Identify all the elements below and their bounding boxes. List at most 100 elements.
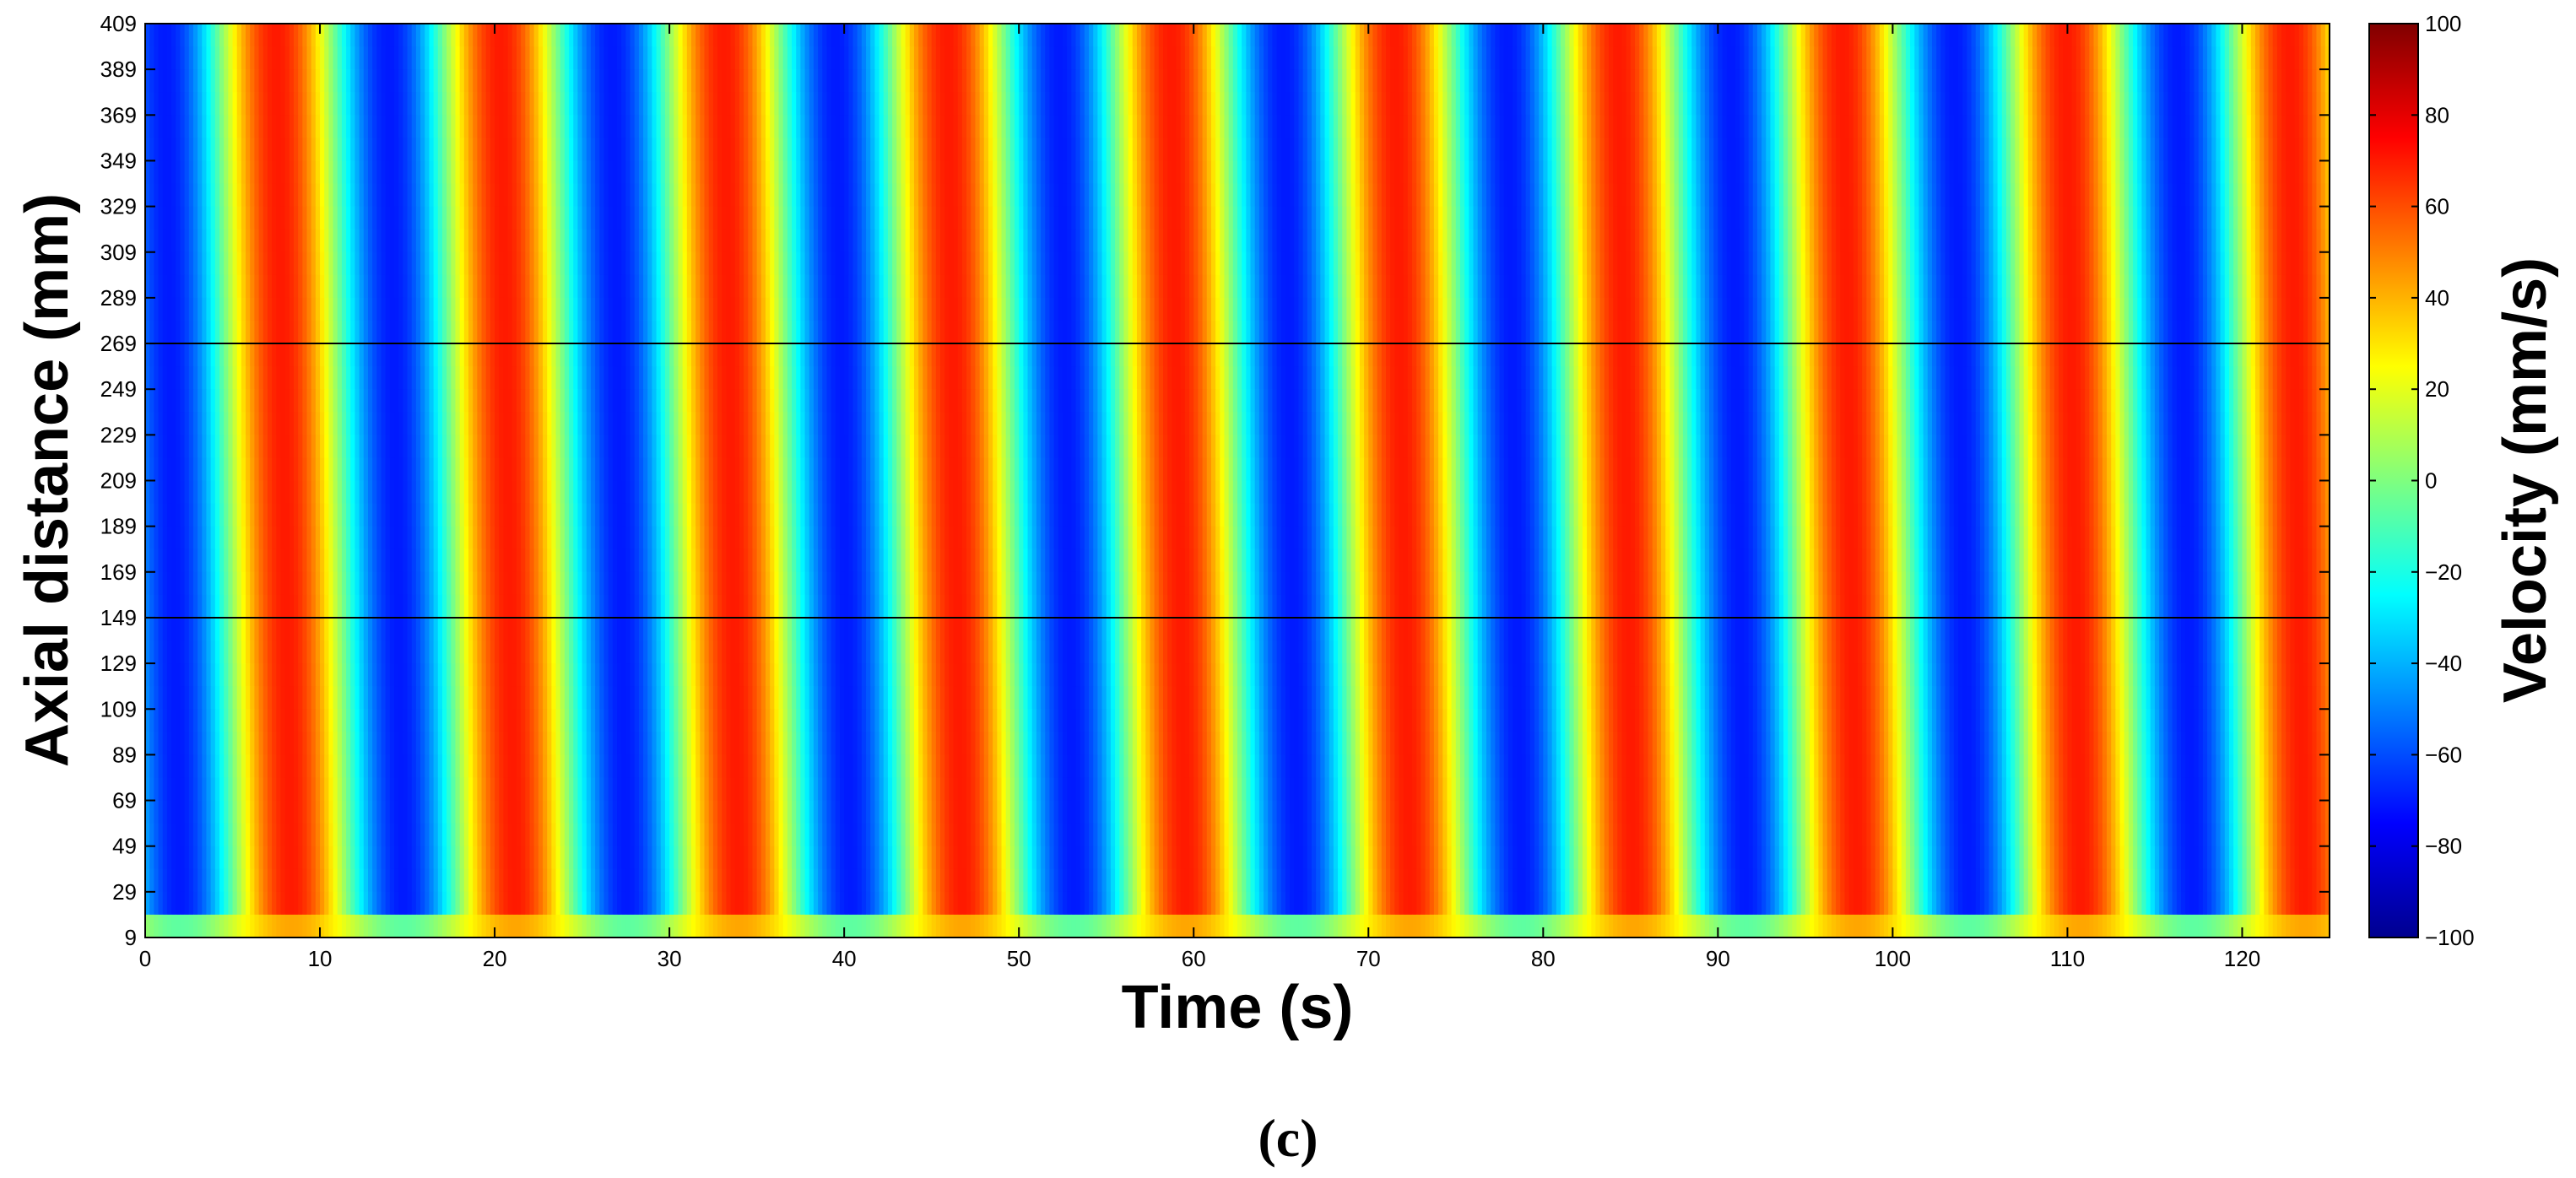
heatmap-cell xyxy=(425,46,430,70)
heatmap-cell xyxy=(1906,24,1911,47)
heatmap-cell xyxy=(1918,69,1924,93)
heatmap-cell xyxy=(635,184,640,208)
heatmap-cell xyxy=(1500,230,1505,253)
heatmap-cell xyxy=(2076,24,2081,47)
heatmap-cell xyxy=(1687,115,1692,138)
heatmap-cell xyxy=(1569,230,1574,253)
heatmap-cell xyxy=(1691,160,1697,184)
heatmap-cell xyxy=(1862,115,1867,138)
heatmap-cell xyxy=(779,207,784,230)
heatmap-cell xyxy=(884,207,889,230)
heatmap-cell xyxy=(787,46,793,70)
heatmap-cell xyxy=(2264,69,2269,93)
heatmap-cell xyxy=(434,207,439,230)
heatmap-cell xyxy=(1141,69,1146,93)
heatmap-cell xyxy=(2046,24,2051,47)
heatmap-cell xyxy=(412,184,417,208)
heatmap-cell xyxy=(1648,207,1653,230)
heatmap-cell xyxy=(456,115,461,138)
heatmap-cell xyxy=(997,92,1002,116)
heatmap-cell xyxy=(582,69,587,93)
heatmap-cell xyxy=(779,138,784,161)
heatmap-cell xyxy=(219,69,225,93)
heatmap-cell xyxy=(2151,184,2156,208)
heatmap-cell xyxy=(1019,69,1024,93)
heatmap-cell xyxy=(1215,69,1220,93)
heatmap-cell xyxy=(2137,69,2142,93)
heatmap-cell xyxy=(1823,230,1828,253)
heatmap-cell xyxy=(1818,207,1823,230)
heatmap-cell xyxy=(1862,207,1867,230)
heatmap-cell xyxy=(2133,207,2138,230)
heatmap-cell xyxy=(412,115,417,138)
heatmap-cell xyxy=(678,160,683,184)
heatmap-cell xyxy=(2303,184,2308,208)
heatmap-cell xyxy=(1687,92,1692,116)
heatmap-cell xyxy=(1360,230,1365,253)
heatmap-cell xyxy=(2037,184,2042,208)
heatmap-cell xyxy=(1976,115,1981,138)
heatmap-cell xyxy=(2163,160,2168,184)
heatmap-cell xyxy=(844,184,849,208)
heatmap-cell xyxy=(1504,138,1509,161)
heatmap-cell xyxy=(874,24,879,47)
heatmap-cell xyxy=(1683,160,1688,184)
heatmap-cell xyxy=(254,207,259,230)
heatmap-cell xyxy=(573,92,578,116)
heatmap-cell xyxy=(1854,160,1859,184)
heatmap-cell xyxy=(1128,230,1134,253)
heatmap-cell xyxy=(1740,207,1745,230)
heatmap-cell xyxy=(1063,160,1068,184)
heatmap-cell xyxy=(1229,160,1234,184)
heatmap-cell xyxy=(800,230,805,253)
heatmap-cell xyxy=(565,69,570,93)
heatmap-cell xyxy=(320,184,325,208)
heatmap-cell xyxy=(2255,207,2260,230)
heatmap-cell xyxy=(2233,24,2238,47)
heatmap-cell xyxy=(360,92,365,116)
heatmap-cell xyxy=(695,230,701,253)
heatmap-cell xyxy=(2242,184,2247,208)
heatmap-cell xyxy=(1360,138,1365,161)
heatmap-cell xyxy=(1840,207,1845,230)
heatmap-cell xyxy=(587,230,592,253)
heatmap-cell xyxy=(1416,46,1421,70)
heatmap-cell xyxy=(2024,115,2029,138)
heatmap-cell xyxy=(2102,92,2108,116)
heatmap-cell xyxy=(1513,184,1518,208)
heatmap-cell xyxy=(2063,160,2068,184)
heatmap-cell xyxy=(311,69,317,93)
heatmap-cell xyxy=(560,115,566,138)
heatmap-cell xyxy=(936,207,941,230)
heatmap-cell xyxy=(966,207,971,230)
heatmap-cell xyxy=(1259,115,1264,138)
heatmap-cell xyxy=(2098,115,2103,138)
heatmap-cell xyxy=(2255,230,2260,253)
heatmap-cell xyxy=(1735,160,1740,184)
heatmap-cell xyxy=(1810,138,1815,161)
heatmap-cell xyxy=(1251,138,1256,161)
heatmap-cell xyxy=(1984,24,1989,47)
heatmap-cell xyxy=(565,24,570,47)
heatmap-cell xyxy=(1727,24,1732,47)
heatmap-cell xyxy=(254,115,259,138)
heatmap-cell xyxy=(1504,115,1509,138)
heatmap-cell xyxy=(1211,115,1216,138)
heatmap-cell xyxy=(565,138,570,161)
heatmap-cell xyxy=(2124,230,2130,253)
heatmap-cell xyxy=(1605,115,1610,138)
heatmap-cell xyxy=(1386,160,1391,184)
heatmap-cell xyxy=(2167,24,2173,47)
heatmap-cell xyxy=(556,160,561,184)
heatmap-cell xyxy=(2115,160,2120,184)
heatmap-cell xyxy=(171,160,176,184)
heatmap-cell xyxy=(805,69,810,93)
heatmap-cell xyxy=(495,115,500,138)
heatmap-cell xyxy=(2264,184,2269,208)
heatmap-cell xyxy=(1788,138,1793,161)
heatmap-cell xyxy=(2159,115,2164,138)
heatmap-cell xyxy=(1709,69,1714,93)
heatmap-cell xyxy=(338,184,343,208)
heatmap-cell xyxy=(193,230,198,253)
heatmap-cell xyxy=(464,69,469,93)
